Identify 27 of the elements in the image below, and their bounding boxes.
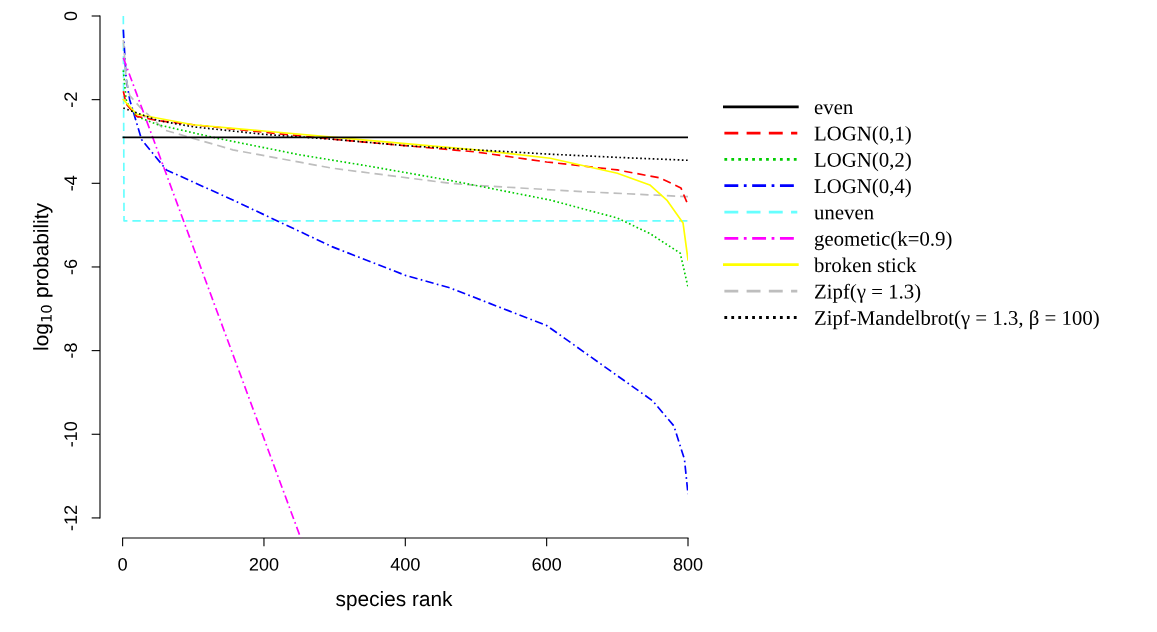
legend-label: LOGN(0,4): [814, 178, 911, 198]
legend-label: even: [814, 104, 853, 115]
line-series: [122, 69, 688, 288]
y-tick-label: -2: [64, 92, 77, 107]
line-series: [122, 107, 688, 162]
legend-label: geometic(k=0.9): [814, 231, 952, 251]
legend-label: Zipf(γ = 1.3): [814, 283, 921, 303]
line-series: [122, 39, 688, 198]
x-tick-label: 600: [532, 557, 562, 571]
x-tick-label: 400: [390, 557, 420, 571]
x-tick-label: 800: [673, 557, 703, 571]
legend-label: broken stick: [813, 257, 917, 273]
y-axis-title: log$_{10}$ probability: [33, 203, 53, 350]
x-tick-label: 0: [118, 557, 127, 571]
legend-label: Zipf-Mandelbrot(γ = 1.3, β = 100): [814, 310, 1099, 330]
x-tick-label: 200: [249, 557, 279, 571]
y-tick-label: -10: [64, 421, 78, 447]
y-tick-label: -8: [64, 343, 78, 358]
y-tick-label: -12: [64, 505, 77, 531]
legend-label: uneven: [814, 209, 874, 220]
y-tick-label: -6: [64, 259, 78, 275]
x-axis-title: species rank: [336, 590, 453, 611]
y-tick-label: 0: [64, 11, 78, 21]
y-tick-label: -4: [64, 175, 77, 191]
line-series: [122, 98, 688, 261]
legend-label: LOGN(0,1): [814, 125, 911, 145]
legend-label: LOGN(0,2): [814, 152, 911, 172]
